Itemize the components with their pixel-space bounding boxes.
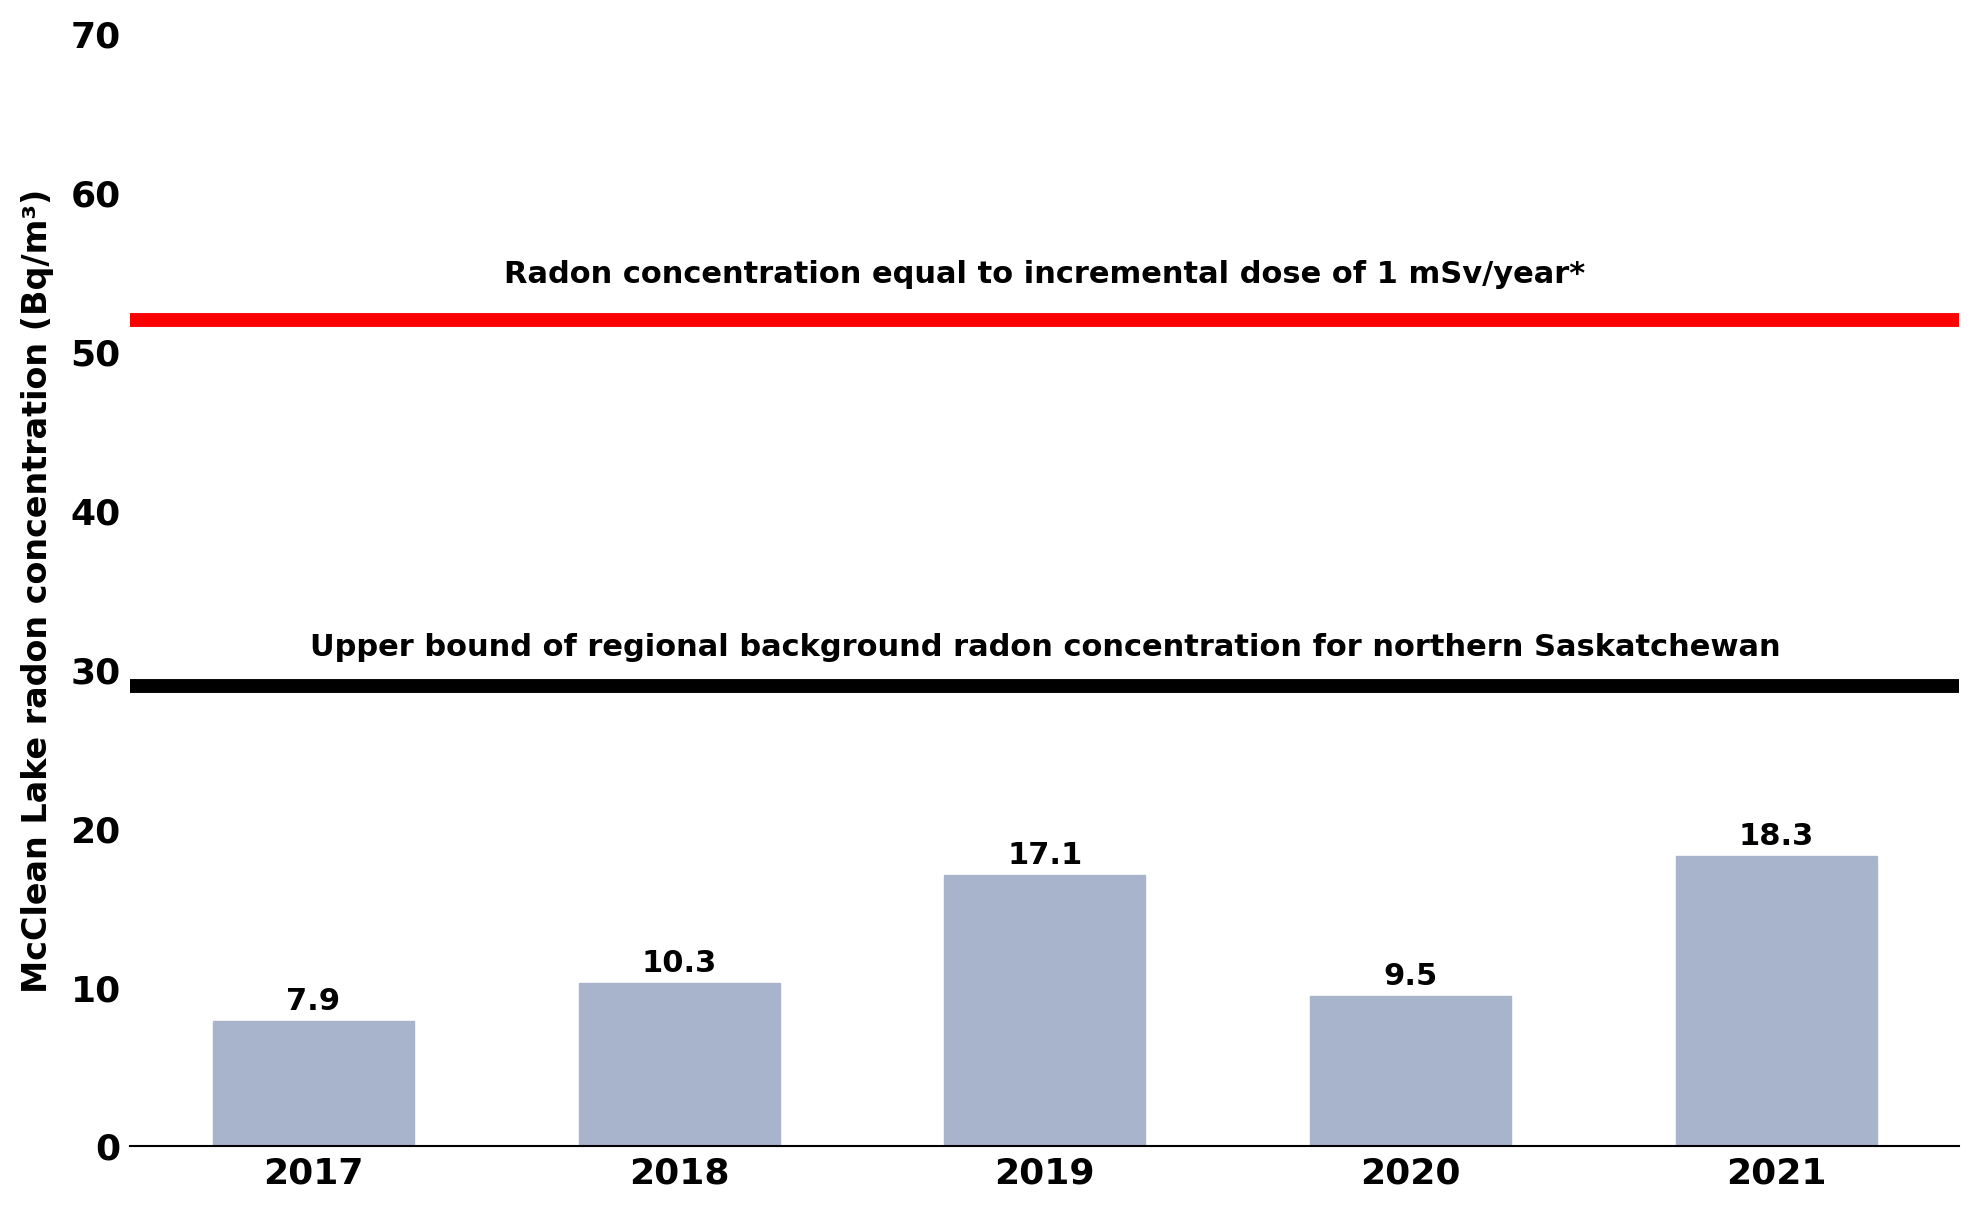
Bar: [578, 983, 780, 1147]
Y-axis label: McClean Lake radon concentration (Bq/m³): McClean Lake radon concentration (Bq/m³): [22, 188, 53, 993]
Text: Radon concentration equal to incremental dose of 1 mSv/year*: Radon concentration equal to incremental…: [505, 259, 1586, 288]
Text: 9.5: 9.5: [1384, 962, 1437, 991]
Text: 7.9: 7.9: [287, 987, 341, 1016]
Text: Upper bound of regional background radon concentration for northern Saskatchewan: Upper bound of regional background radon…: [309, 633, 1780, 662]
Text: 17.1: 17.1: [1008, 840, 1083, 869]
Bar: [212, 1021, 414, 1147]
Bar: [944, 874, 1144, 1147]
Text: 18.3: 18.3: [1738, 822, 1814, 851]
Text: 10.3: 10.3: [642, 949, 717, 978]
Bar: [1675, 856, 1877, 1147]
Bar: [1311, 995, 1511, 1147]
